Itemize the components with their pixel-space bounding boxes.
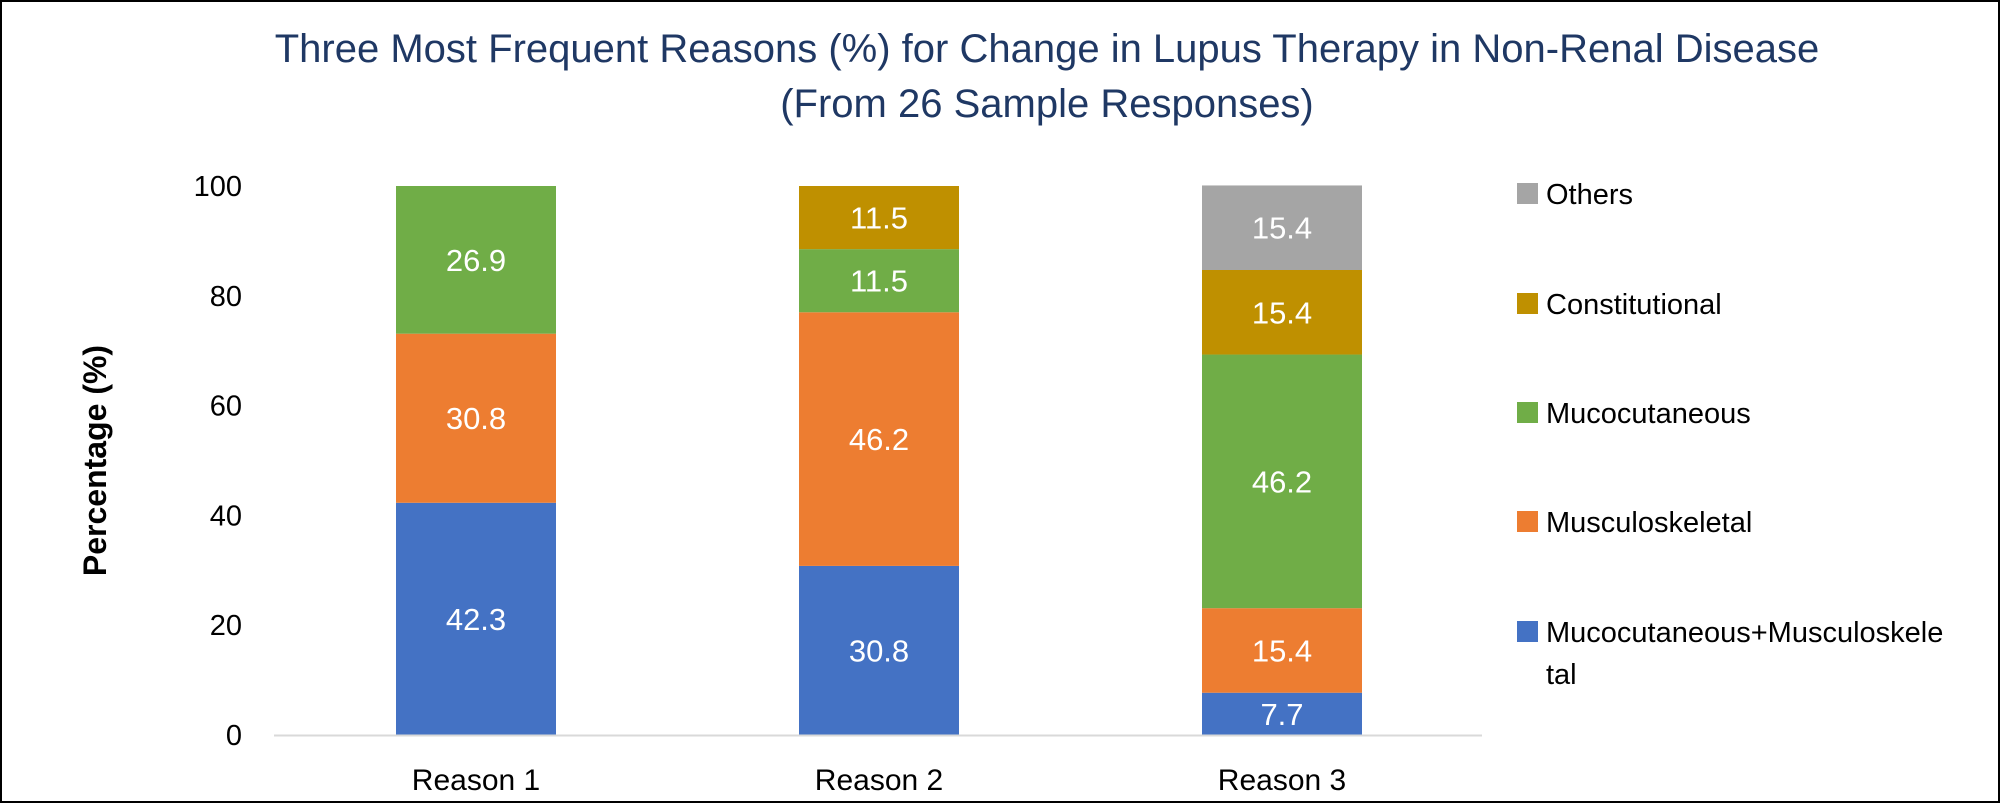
legend-item: Mucocutaneous+Musculoskele tal [1517, 617, 1943, 691]
bar-segment [1202, 354, 1362, 609]
legend-item: Mucocutaneous [1517, 398, 1751, 430]
chart-title: Three Most Frequent Reasons (%) for Chan… [275, 27, 1820, 126]
data-label: 30.8 [446, 401, 506, 436]
data-label: 46.2 [849, 422, 909, 457]
legend-item: Musculoskeletal [1517, 507, 1752, 539]
bars [396, 185, 1362, 735]
data-label: 46.2 [1252, 464, 1312, 499]
y-axis-title: Percentage (%) [77, 345, 113, 576]
legend-label: Constitutional [1546, 289, 1722, 321]
data-labels: 42.3 30.8 26.9 30.8 46.2 11.5 11.5 7.7 15.4 46.2 1… [446, 201, 1312, 732]
data-label: 42.3 [446, 602, 506, 637]
legend-swatch [1517, 293, 1538, 314]
bar-segment [1202, 185, 1362, 270]
y-axis-ticks: 0 20 40 60 80 100 [194, 171, 242, 752]
chart-title-line: (From 26 Sample Responses) [780, 82, 1314, 126]
legend-label: Musculoskeletal [1546, 507, 1752, 539]
legend-label: Mucocutaneous [1546, 398, 1751, 430]
x-tick-label: Reason 3 [1218, 764, 1346, 797]
legend-swatch [1517, 621, 1538, 642]
data-label: 11.5 [850, 264, 908, 299]
legend-label: Others [1546, 179, 1633, 211]
bar-segment [1202, 692, 1362, 735]
bar-segment [799, 312, 959, 566]
y-tick-label: 40 [210, 500, 242, 532]
data-label: 15.4 [1252, 633, 1312, 668]
x-tick-label: Reason 2 [815, 764, 943, 797]
bar-segment [799, 249, 959, 313]
bar-segment [799, 186, 959, 250]
bar-segment [396, 186, 556, 334]
legend-swatch [1517, 402, 1538, 423]
y-tick-label: 80 [210, 281, 242, 313]
data-label: 26.9 [446, 243, 506, 278]
legend-label: Mucocutaneous+Musculoskele [1546, 617, 1943, 649]
legend-swatch [1517, 511, 1538, 532]
y-tick-label: 100 [194, 171, 242, 203]
y-tick-label: 0 [226, 720, 242, 752]
x-axis-ticks: Reason 1 Reason 2 Reason 3 [412, 764, 1346, 797]
x-tick-label: Reason 1 [412, 764, 540, 797]
legend-item: Others [1517, 179, 1633, 211]
bar-segment [1202, 608, 1362, 693]
legend-item: Constitutional [1517, 289, 1722, 321]
y-axis-label: Percentage (%) [77, 345, 113, 576]
legend: Others Constitutional Mucocutaneous Musculo… [1517, 179, 1943, 691]
data-label: 11.5 [850, 201, 908, 236]
data-label: 30.8 [849, 633, 909, 668]
chart-title-line: Three Most Frequent Reasons (%) for Chan… [275, 27, 1820, 71]
bar-segment [1202, 269, 1362, 355]
data-label: 15.4 [1252, 211, 1312, 246]
data-label: 7.7 [1260, 697, 1303, 732]
bar-segment [799, 565, 959, 735]
bar-segment [396, 333, 556, 503]
y-tick-label: 60 [210, 391, 242, 423]
legend-swatch [1517, 183, 1538, 204]
y-tick-label: 20 [210, 610, 242, 642]
legend-label: tal [1546, 659, 1577, 691]
bar-segment [396, 502, 556, 735]
data-label: 15.4 [1252, 295, 1312, 330]
